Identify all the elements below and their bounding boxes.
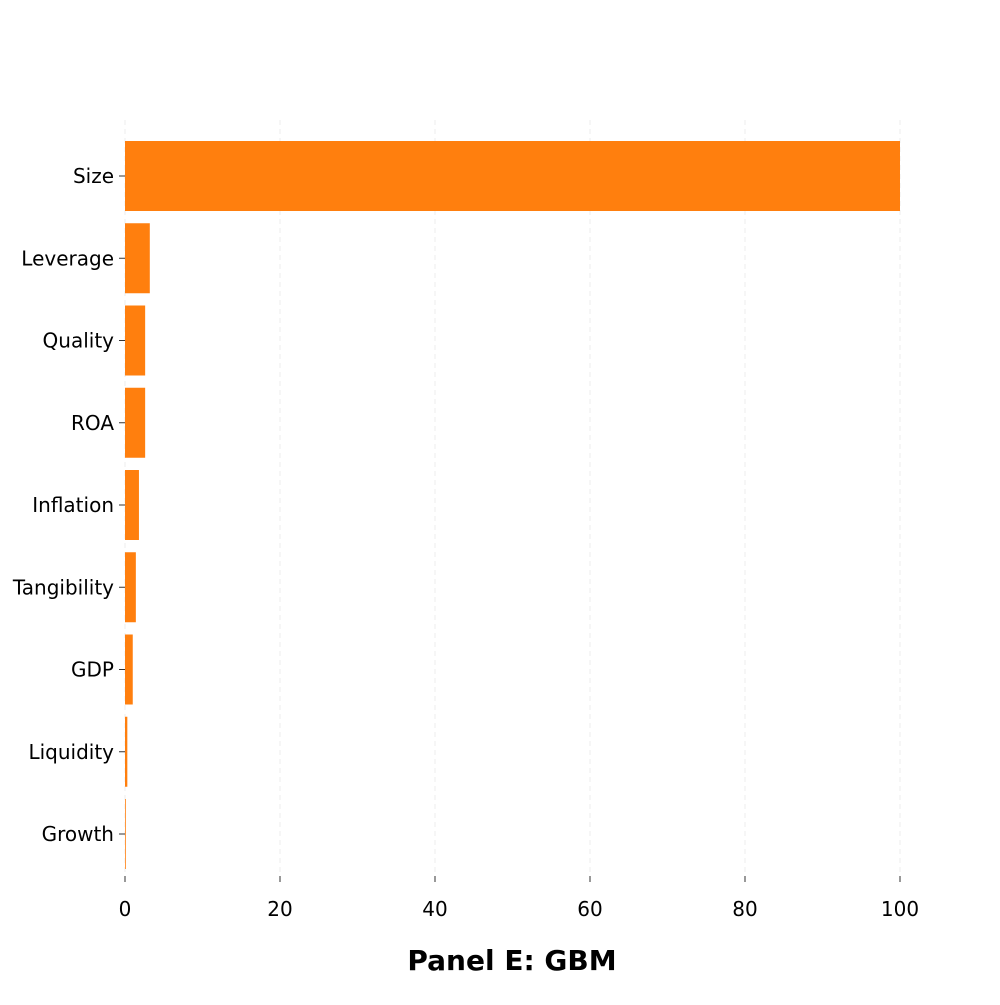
bar-inflation bbox=[125, 470, 139, 540]
bar-quality bbox=[125, 305, 146, 376]
x-tick-label: 20 bbox=[267, 897, 292, 921]
bar-gdp bbox=[125, 634, 133, 705]
bar-liquidity bbox=[125, 716, 128, 787]
grid-lines bbox=[124, 120, 901, 876]
bar-size bbox=[125, 141, 900, 211]
category-label-size: Size bbox=[73, 164, 114, 188]
x-tick-label: 100 bbox=[881, 897, 919, 921]
category-label-quality: Quality bbox=[43, 329, 115, 353]
bar-leverage bbox=[125, 223, 150, 294]
x-tick-label: 60 bbox=[577, 897, 602, 921]
category-label-tangibility: Tangibility bbox=[12, 575, 114, 599]
bar-tangibility bbox=[125, 552, 136, 623]
bar-growth bbox=[125, 799, 126, 869]
chart-title: Panel E: GBM bbox=[407, 944, 616, 977]
category-label-liquidity: Liquidity bbox=[28, 740, 114, 764]
category-label-gdp: GDP bbox=[71, 658, 114, 682]
category-label-leverage: Leverage bbox=[21, 246, 114, 270]
x-tick-label: 80 bbox=[732, 897, 757, 921]
x-axis-ticks: 0 20 40 60 80 100 bbox=[119, 876, 919, 921]
category-label-growth: Growth bbox=[42, 822, 114, 846]
x-tick-label: 40 bbox=[422, 897, 447, 921]
bars bbox=[125, 141, 900, 869]
bar-roa bbox=[125, 387, 146, 458]
y-axis-ticks: Size Leverage Quality ROA Inflation Tangibili… bbox=[12, 164, 125, 846]
category-label-roa: ROA bbox=[71, 411, 114, 435]
x-tick-label: 0 bbox=[119, 897, 132, 921]
category-label-inflation: Inflation bbox=[32, 493, 114, 517]
